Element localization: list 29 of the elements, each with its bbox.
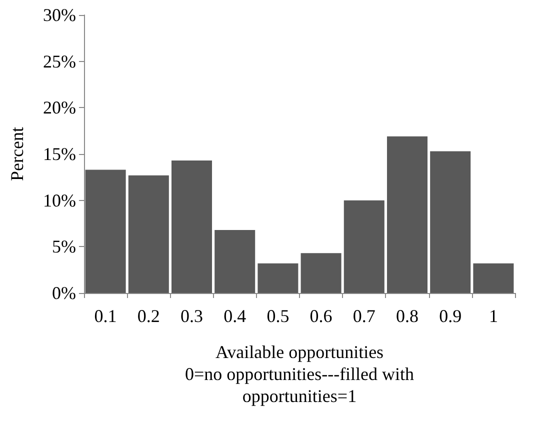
x-tick-label: 0.9 xyxy=(439,306,462,326)
bar xyxy=(85,170,126,293)
bar xyxy=(300,253,342,293)
bar xyxy=(473,263,514,293)
x-tick-label: 0.6 xyxy=(310,306,332,326)
y-tick-label: 0% xyxy=(52,283,76,303)
bar xyxy=(258,263,298,293)
y-tick-label: 25% xyxy=(43,51,76,72)
bar xyxy=(344,200,384,293)
bar xyxy=(214,230,256,293)
y-tick-label: 10% xyxy=(43,190,76,210)
y-axis-title: Percent xyxy=(7,127,27,181)
y-tick-label: 15% xyxy=(43,144,76,164)
x-tick-label: 0.4 xyxy=(224,306,246,326)
x-tick-label: 0.8 xyxy=(396,306,418,326)
bar xyxy=(386,136,428,293)
y-tick-label: 30% xyxy=(43,5,76,25)
y-tick-label: 5% xyxy=(52,236,76,257)
x-tick-label: 0.2 xyxy=(137,306,160,326)
x-tick-label: 1 xyxy=(488,306,498,326)
bar xyxy=(128,175,169,293)
x-tick-label: 0.7 xyxy=(352,306,376,326)
bar xyxy=(171,160,212,293)
bar xyxy=(430,151,471,293)
x-tick-label: 0.3 xyxy=(180,306,203,326)
x-tick-label: 0.5 xyxy=(266,306,290,326)
x-axis-title: Available opportunities 0=no opportunities---filled with opportunities=1 xyxy=(184,342,414,406)
x-tick-label: 0.1 xyxy=(94,306,117,326)
y-tick-label: 20% xyxy=(43,98,76,118)
